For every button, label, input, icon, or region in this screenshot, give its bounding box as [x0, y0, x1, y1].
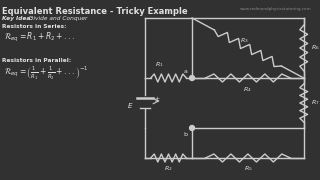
Text: Resistors in Parallel:: Resistors in Parallel:	[2, 58, 71, 63]
Text: $R_1$: $R_1$	[155, 60, 164, 69]
Text: $R_3$: $R_3$	[240, 36, 248, 45]
Text: Equivalent Resistance - Tricky Example: Equivalent Resistance - Tricky Example	[2, 7, 188, 16]
Text: $R_5$: $R_5$	[244, 164, 252, 173]
Text: $\mathcal{R}_{eq} = \left(\frac{1}{R_1} + \frac{1}{R_2} + ...\right)^{-1}$: $\mathcal{R}_{eq} = \left(\frac{1}{R_1} …	[4, 65, 89, 82]
Text: $R_7$: $R_7$	[311, 99, 319, 107]
Text: www.redmondphysicstutoring.com: www.redmondphysicstutoring.com	[240, 7, 312, 11]
Text: $R_6$: $R_6$	[311, 44, 319, 52]
Text: +: +	[155, 96, 160, 100]
Text: $E$: $E$	[127, 100, 133, 109]
Text: Resistors in Series:: Resistors in Series:	[2, 24, 67, 29]
Text: Divide and Conquer: Divide and Conquer	[28, 16, 88, 21]
Text: $R_4$: $R_4$	[244, 85, 252, 94]
Text: $\mathcal{R}_{eq} = R_1 + R_2 + ...$: $\mathcal{R}_{eq} = R_1 + R_2 + ...$	[4, 31, 75, 44]
Text: a: a	[183, 69, 187, 74]
Text: Key Idea:: Key Idea:	[2, 16, 33, 21]
Circle shape	[189, 75, 195, 80]
Text: b: b	[183, 132, 187, 137]
Text: $R_2$: $R_2$	[164, 164, 173, 173]
Circle shape	[189, 125, 195, 130]
